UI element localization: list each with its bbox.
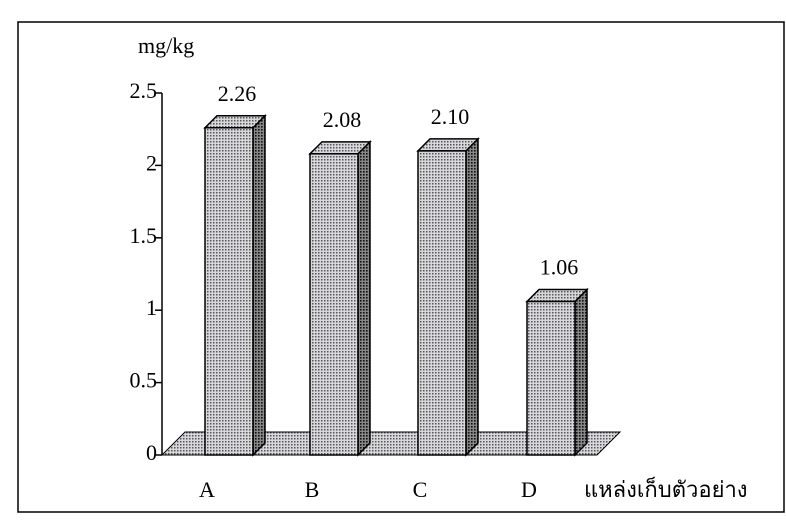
x-tick-label: B bbox=[305, 477, 320, 502]
x-tick-label: C bbox=[413, 477, 428, 502]
chart-frame bbox=[17, 21, 785, 513]
bar-side bbox=[574, 287, 588, 457]
bar bbox=[417, 150, 467, 456]
bar bbox=[309, 153, 359, 456]
y-axis-label: mg/kg bbox=[138, 33, 194, 58]
value-label: 1.06 bbox=[540, 255, 579, 280]
y-tick-label: 2.5 bbox=[130, 78, 158, 103]
bar-side bbox=[252, 113, 266, 457]
x-axis-label: แหล่งเก็บตัวอย่าง bbox=[584, 475, 748, 502]
bar bbox=[526, 300, 576, 456]
y-tick-label: 0 bbox=[146, 440, 157, 465]
y-tick-label: 2 bbox=[146, 150, 157, 175]
bar-side bbox=[465, 137, 479, 457]
x-tick-label: A bbox=[199, 477, 215, 502]
value-label: 2.08 bbox=[323, 107, 362, 132]
y-tick-label: 0.5 bbox=[130, 368, 158, 393]
bar-side bbox=[357, 140, 371, 457]
y-tick-label: 1.5 bbox=[130, 223, 158, 248]
value-label: 2.26 bbox=[218, 81, 257, 106]
y-tick-label: 1 bbox=[146, 295, 157, 320]
value-label: 2.10 bbox=[431, 104, 470, 129]
bar bbox=[204, 127, 254, 456]
x-tick-label: D bbox=[521, 477, 537, 502]
